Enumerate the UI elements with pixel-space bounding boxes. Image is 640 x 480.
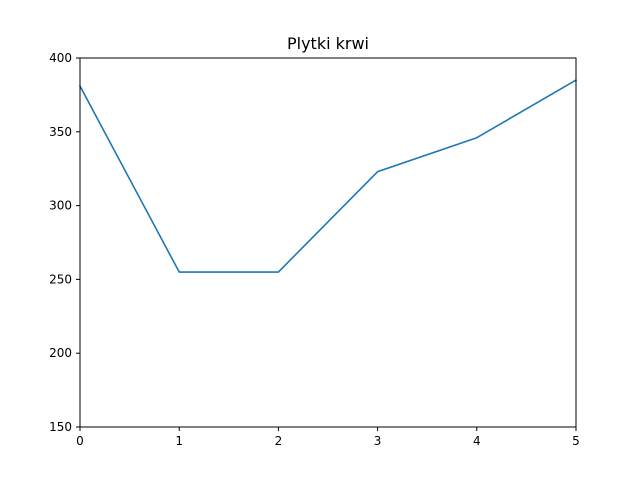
x-tick-label: 1: [175, 434, 183, 448]
x-tick-label: 3: [374, 434, 382, 448]
y-tick-label: 300: [49, 199, 72, 213]
y-tick-label: 250: [49, 272, 72, 286]
x-tick-label: 0: [76, 434, 84, 448]
x-tick-label: 4: [473, 434, 481, 448]
x-axis: 0 1 2 3 4 5: [76, 427, 580, 448]
x-tick-label: 2: [275, 434, 283, 448]
y-axis: 150 200 250 300 350 400: [49, 51, 80, 434]
chart-title: Plytki krwi: [287, 34, 369, 53]
y-tick-label: 200: [49, 346, 72, 360]
y-tick-label: 150: [49, 420, 72, 434]
axes-frame: [79, 57, 577, 428]
x-tick-label: 5: [572, 434, 580, 448]
y-tick-label: 350: [49, 125, 72, 139]
y-tick-label: 400: [49, 51, 72, 65]
series-line: [78, 79, 578, 273]
series-layer: [78, 79, 578, 273]
